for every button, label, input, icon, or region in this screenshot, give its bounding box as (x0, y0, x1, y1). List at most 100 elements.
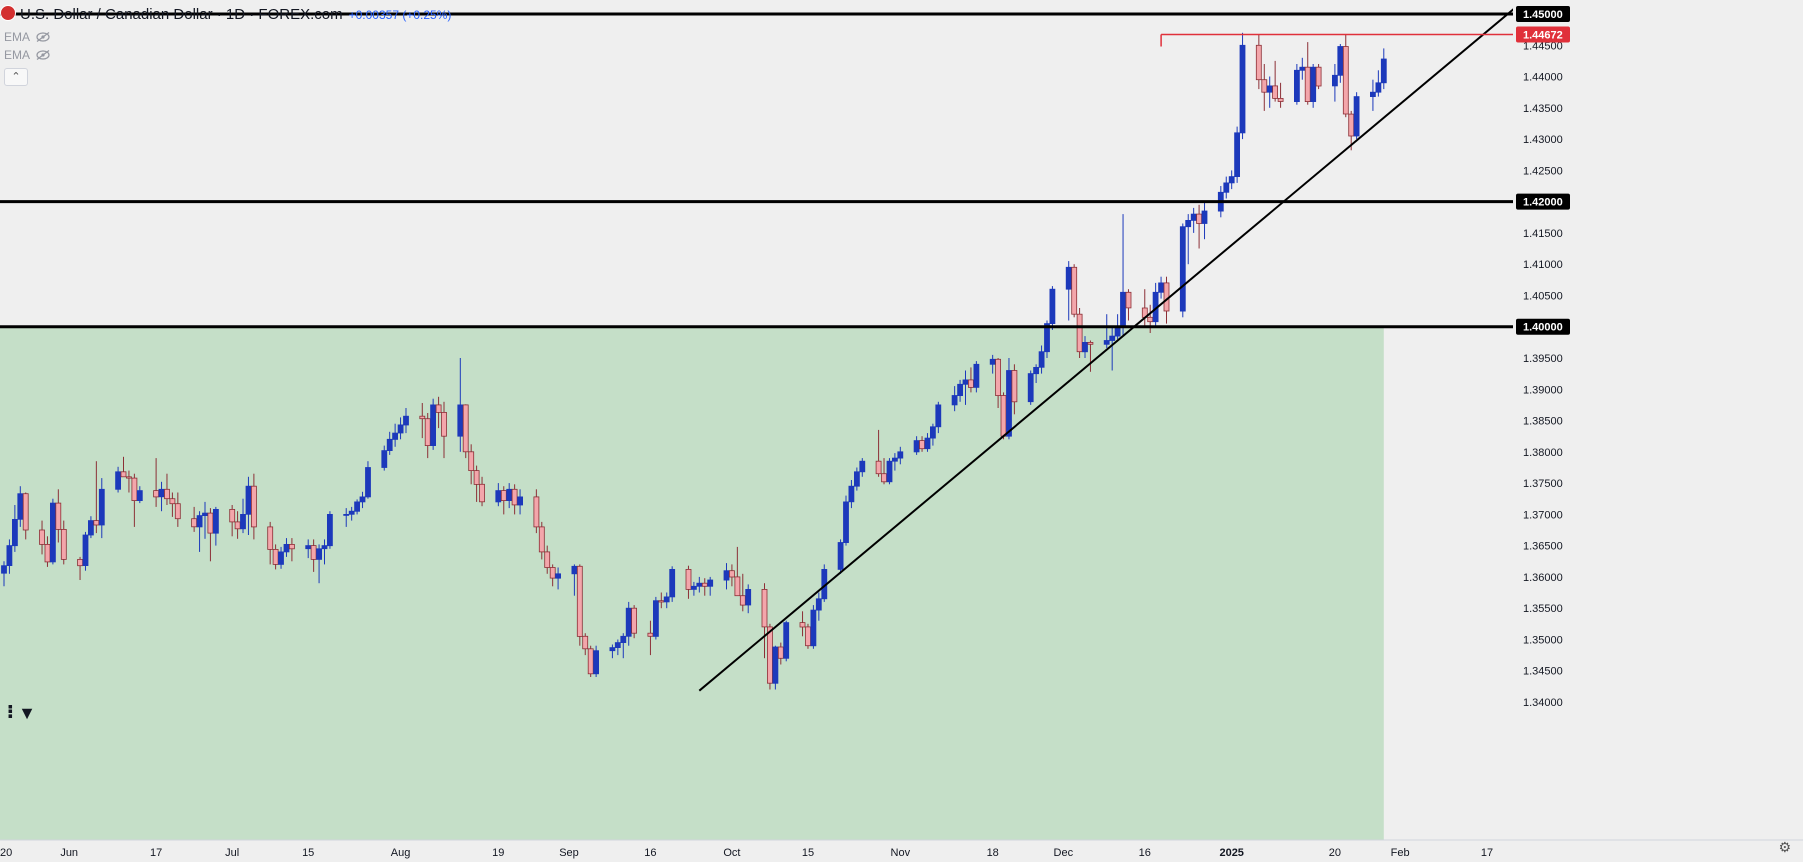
candle[interactable] (310, 539, 317, 572)
candle[interactable] (479, 476, 485, 507)
candle[interactable] (1255, 34, 1262, 90)
candle[interactable] (191, 506, 198, 532)
time-axis[interactable] (0, 840, 1513, 862)
candle[interactable] (131, 473, 138, 527)
candle[interactable] (1158, 276, 1164, 299)
candle[interactable] (701, 578, 708, 596)
candle[interactable] (669, 566, 676, 602)
candle[interactable] (1228, 170, 1235, 190)
candle[interactable] (169, 492, 176, 517)
candle[interactable] (164, 473, 170, 505)
candle[interactable] (1310, 64, 1317, 108)
candle[interactable] (924, 433, 931, 452)
price-axis[interactable] (1513, 0, 1803, 862)
candle[interactable] (892, 453, 898, 471)
candle[interactable] (859, 458, 866, 477)
candle[interactable] (60, 520, 67, 565)
candle[interactable] (854, 467, 860, 491)
candle[interactable] (799, 611, 806, 637)
candle[interactable] (1071, 264, 1078, 318)
candle[interactable] (777, 642, 784, 665)
candle[interactable] (392, 423, 399, 447)
candle[interactable] (582, 633, 589, 656)
candle[interactable] (587, 645, 594, 677)
candle[interactable] (968, 367, 974, 393)
candle[interactable] (1370, 79, 1376, 111)
candle[interactable] (77, 556, 83, 580)
candle[interactable] (196, 511, 203, 552)
candle[interactable] (462, 404, 469, 459)
candle[interactable] (511, 484, 518, 515)
candle[interactable] (1190, 207, 1197, 233)
candle[interactable] (1038, 345, 1045, 374)
candle[interactable] (576, 564, 583, 646)
candle[interactable] (620, 633, 627, 659)
indicator-row-2[interactable]: EMA (4, 48, 50, 62)
candle[interactable] (403, 408, 409, 434)
candle[interactable] (1196, 204, 1202, 249)
candle[interactable] (126, 470, 132, 493)
candle[interactable] (653, 596, 659, 640)
candle[interactable] (212, 506, 219, 546)
candle[interactable] (1272, 60, 1278, 102)
candle[interactable] (457, 358, 464, 452)
candle[interactable] (82, 531, 89, 571)
candle[interactable] (707, 576, 714, 596)
candle[interactable] (810, 605, 817, 649)
candle[interactable] (468, 444, 475, 485)
candle[interactable] (316, 544, 323, 584)
candle[interactable] (115, 466, 121, 493)
candle[interactable] (805, 623, 811, 649)
candle[interactable] (88, 516, 94, 539)
candle[interactable] (1082, 336, 1088, 358)
candle[interactable] (517, 489, 523, 515)
candle[interactable] (1294, 64, 1300, 105)
candle[interactable] (1353, 92, 1360, 140)
candle[interactable] (1315, 64, 1322, 90)
candle[interactable] (93, 461, 100, 534)
candle[interactable] (381, 445, 388, 471)
candle[interactable] (435, 396, 442, 429)
candle[interactable] (1033, 364, 1039, 383)
candle[interactable] (1147, 304, 1154, 333)
candle[interactable] (1027, 370, 1034, 405)
candle[interactable] (1332, 64, 1338, 102)
candle[interactable] (1011, 364, 1018, 415)
candle[interactable] (544, 545, 551, 574)
candle[interactable] (875, 429, 882, 477)
candle[interactable] (734, 546, 741, 597)
candle[interactable] (240, 498, 246, 534)
candle[interactable] (1185, 214, 1192, 265)
candle[interactable] (821, 564, 828, 602)
candle[interactable] (1049, 286, 1056, 330)
candle[interactable] (729, 564, 735, 587)
candle[interactable] (158, 481, 165, 512)
candle[interactable] (430, 398, 437, 450)
candle[interactable] (1087, 340, 1094, 372)
candle[interactable] (397, 417, 404, 440)
candle[interactable] (897, 446, 904, 465)
candle[interactable] (50, 498, 56, 565)
candle[interactable] (98, 478, 105, 539)
candle[interactable] (886, 458, 893, 485)
candle[interactable] (538, 521, 545, 560)
candle[interactable] (881, 458, 887, 485)
candle[interactable] (1239, 32, 1246, 140)
candle[interactable] (685, 565, 692, 599)
candle[interactable] (386, 431, 393, 455)
candle[interactable] (1342, 34, 1349, 118)
candle[interactable] (288, 538, 295, 562)
candle[interactable] (1375, 70, 1382, 97)
candle[interactable] (1266, 76, 1273, 108)
candle[interactable] (354, 499, 361, 515)
candle[interactable] (973, 361, 980, 393)
candle[interactable] (848, 480, 855, 509)
candle[interactable] (995, 358, 1001, 408)
eye-crossed-icon[interactable] (36, 50, 50, 60)
candle[interactable] (1065, 261, 1072, 321)
candle[interactable] (772, 645, 779, 690)
candle[interactable] (696, 576, 703, 593)
candle[interactable] (419, 403, 426, 439)
candle[interactable] (365, 461, 371, 499)
